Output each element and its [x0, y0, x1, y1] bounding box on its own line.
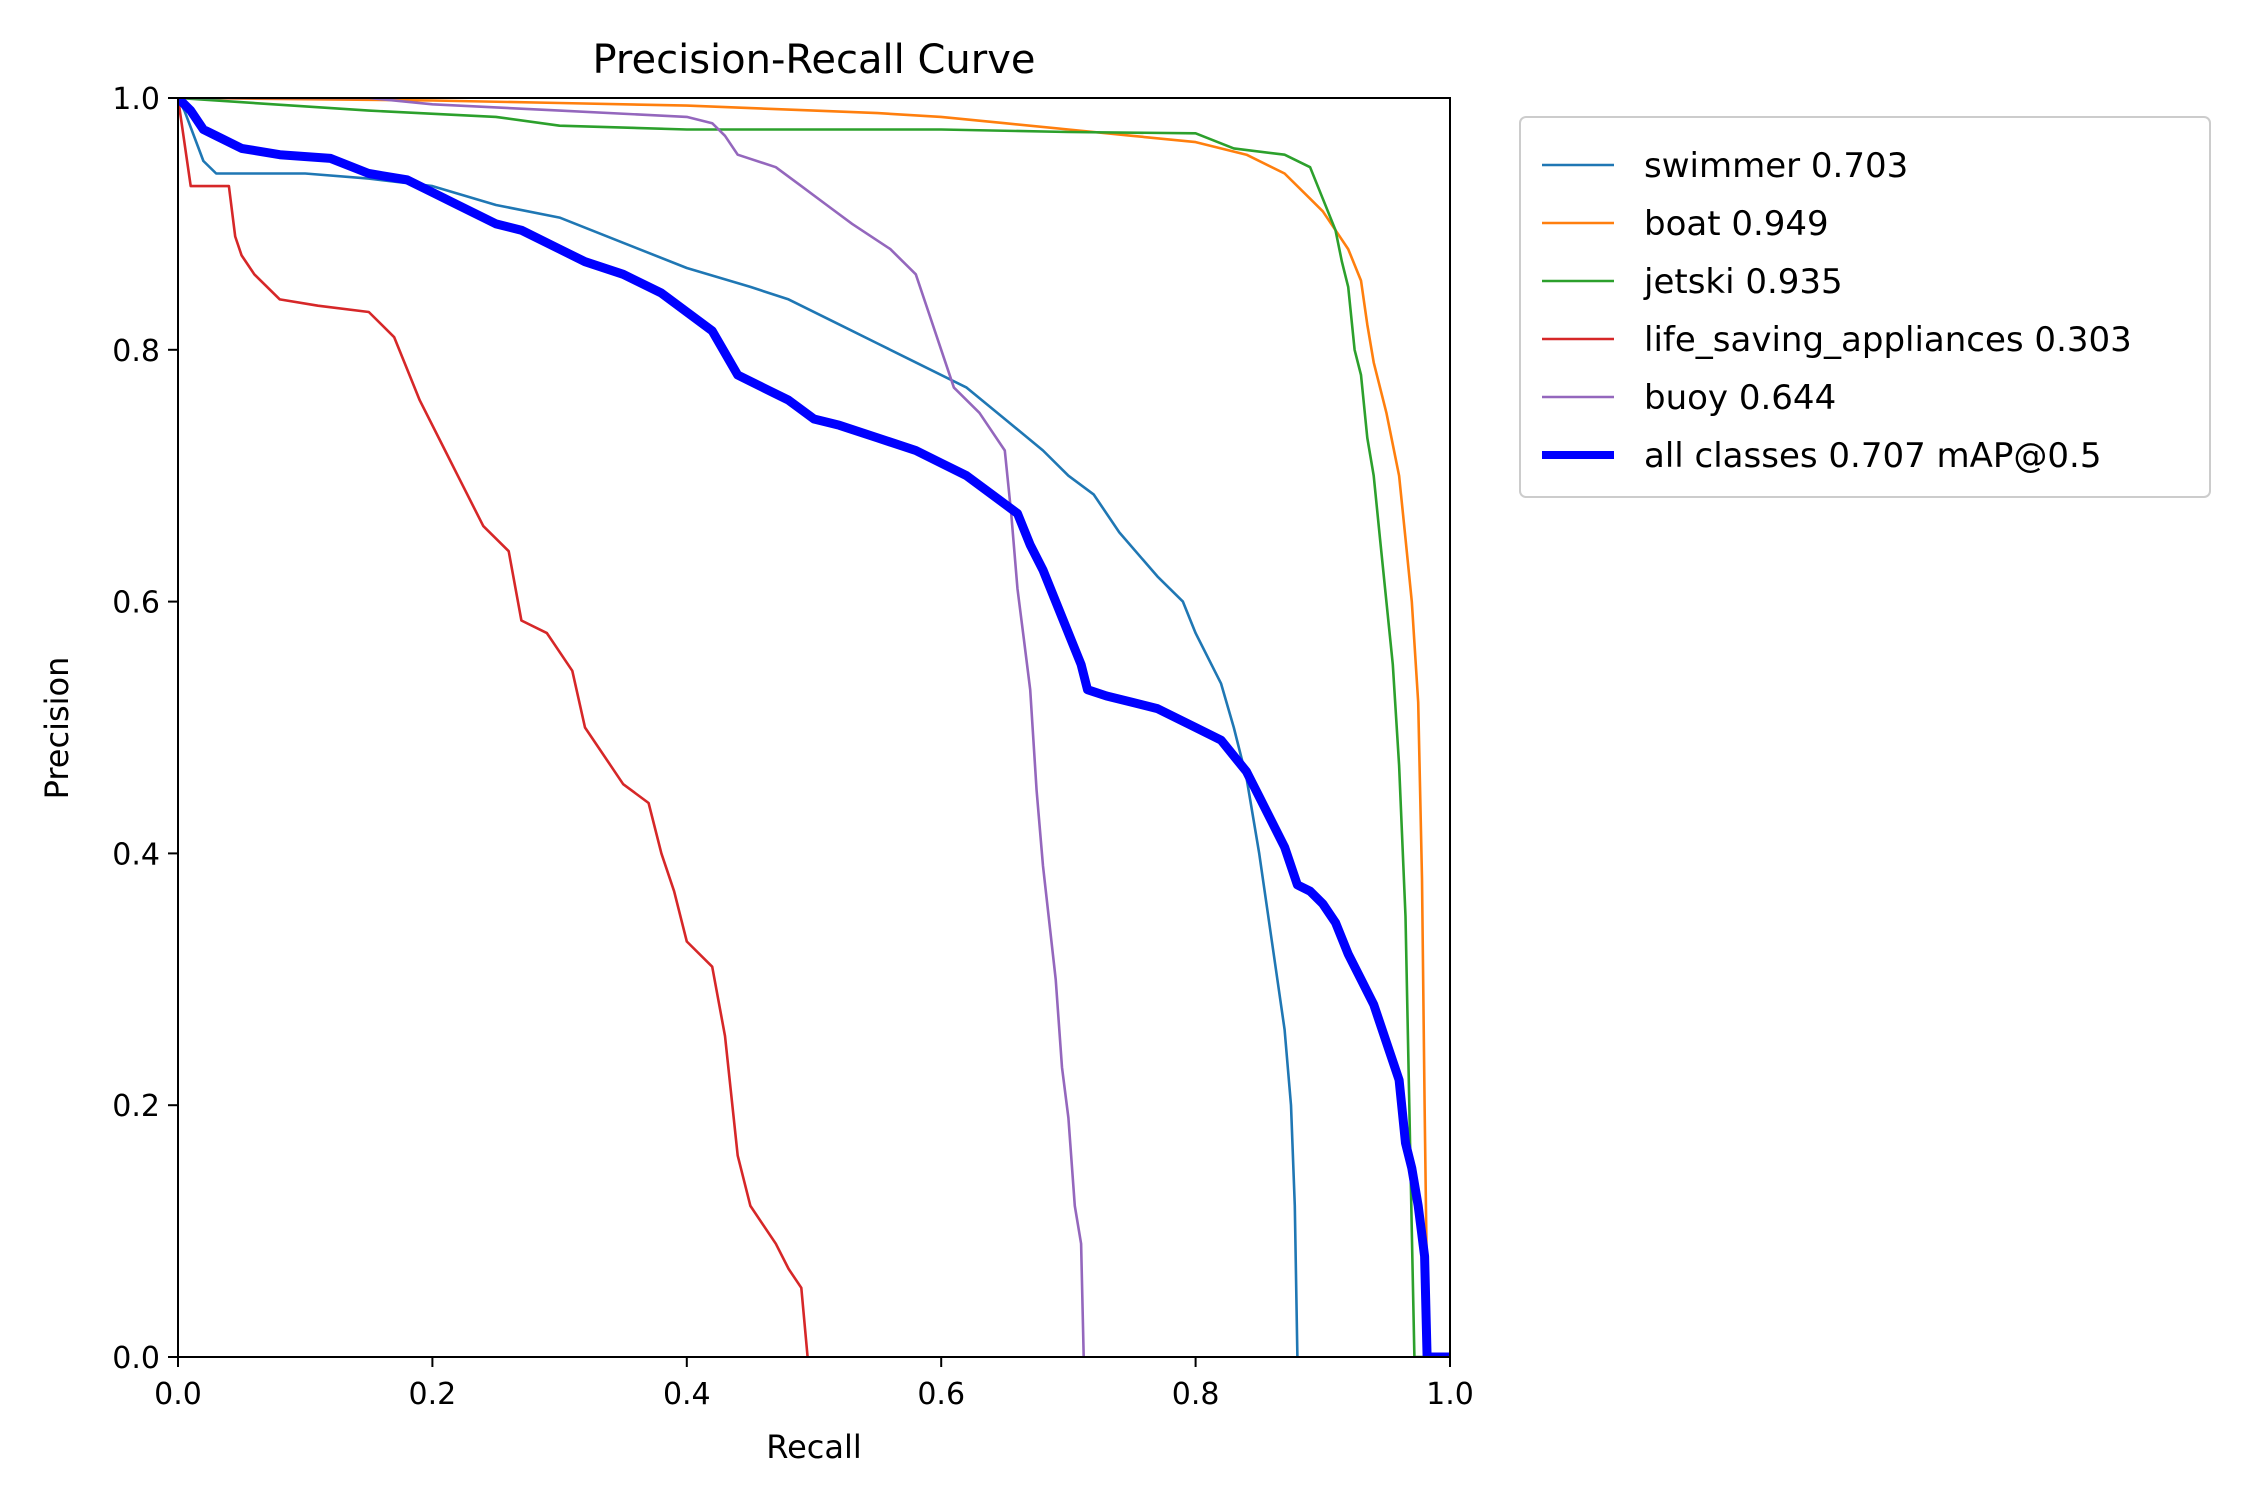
legend-label: all classes 0.707 mAP@0.5 — [1644, 436, 2101, 476]
legend-box — [1519, 116, 2211, 498]
x-tick-label: 0.0 — [154, 1377, 202, 1412]
legend-label: life_saving_appliances 0.303 — [1644, 320, 2132, 360]
y-tick-label: 0.6 — [112, 586, 160, 621]
legend-label: buoy 0.644 — [1644, 378, 1836, 418]
x-tick-label: 0.4 — [663, 1377, 711, 1412]
y-tick-label: 1.0 — [112, 82, 160, 117]
series-line-2 — [178, 98, 1450, 1357]
y-tick-label: 0.8 — [112, 334, 160, 369]
x-tick-label: 1.0 — [1426, 1377, 1474, 1412]
series-line-4 — [178, 98, 1085, 1357]
plot-area — [177, 97, 1451, 1358]
legend-label: swimmer 0.703 — [1644, 146, 1908, 186]
x-axis-ticks: 0.0 0.2 0.4 0.6 0.8 1.0 — [154, 1357, 1474, 1412]
x-tick-label: 0.6 — [917, 1377, 965, 1412]
legend-label: boat 0.949 — [1644, 204, 1829, 244]
y-tick-label: 0.0 — [112, 1341, 160, 1376]
y-tick-label: 0.2 — [112, 1089, 160, 1124]
series-line-3 — [178, 98, 809, 1357]
legend-label: jetski 0.935 — [1643, 262, 1843, 302]
x-axis-label: Recall — [766, 1428, 861, 1466]
y-axis-label: Precision — [38, 657, 76, 800]
legend: swimmer 0.703 boat 0.949 jetski 0.935 life_… — [1519, 116, 2211, 498]
series-line-0 — [178, 98, 1299, 1357]
series-line-5 — [178, 98, 1450, 1357]
series-line-1 — [178, 98, 1450, 1357]
axes-frame — [177, 97, 1451, 1358]
chart-title: Precision-Recall Curve — [593, 37, 1036, 83]
x-tick-label: 0.2 — [409, 1377, 457, 1412]
x-tick-label: 0.8 — [1172, 1377, 1220, 1412]
y-axis-ticks: 0.0 0.2 0.4 0.6 0.8 1.0 — [112, 82, 178, 1376]
y-tick-label: 0.4 — [112, 837, 160, 872]
